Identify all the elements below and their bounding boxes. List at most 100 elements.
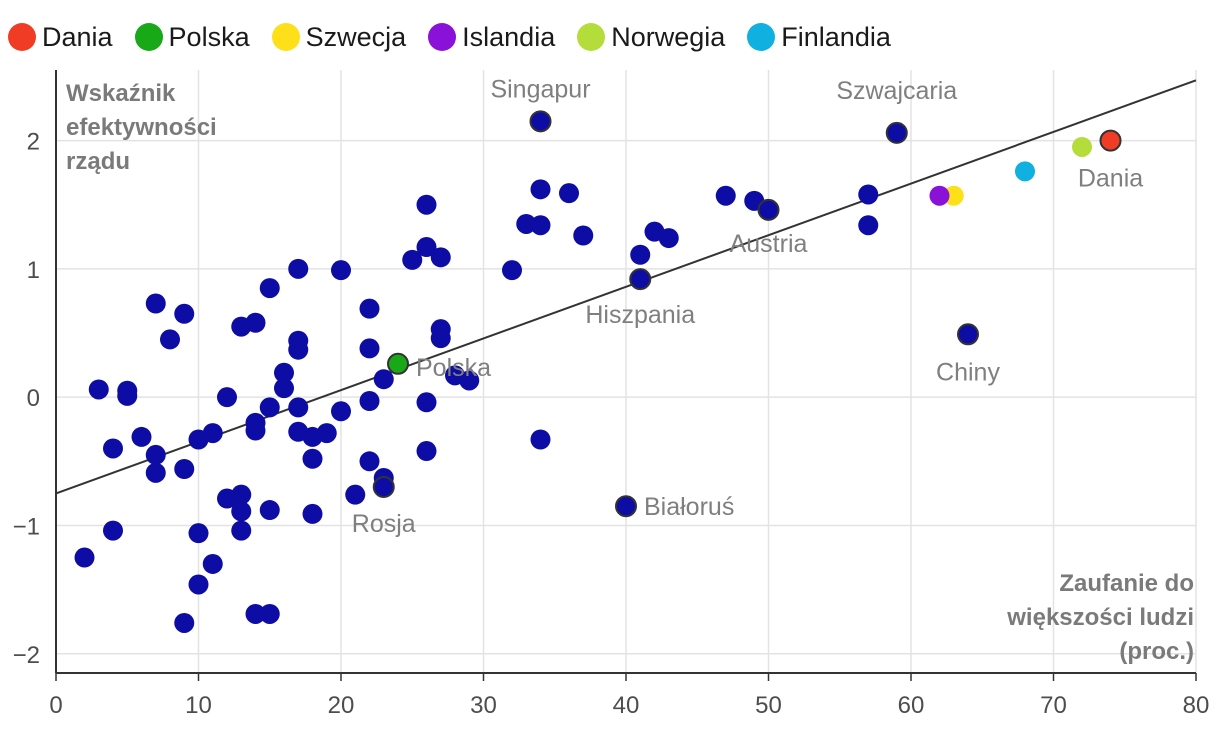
data-point — [858, 215, 879, 236]
data-point — [288, 397, 309, 418]
data-point — [331, 401, 351, 422]
data-point — [658, 228, 679, 249]
y-tick-label: −1 — [13, 513, 40, 540]
data-point — [302, 503, 323, 524]
legend-swatch — [577, 23, 606, 51]
annotated-point-ring — [629, 268, 652, 291]
x-tick-label: 20 — [328, 692, 355, 719]
annotated-point-ring — [529, 110, 552, 133]
data-point — [530, 179, 551, 200]
x-tick-label: 50 — [755, 692, 782, 719]
data-point — [188, 523, 209, 544]
annotated-point-ring — [372, 475, 395, 498]
data-point — [430, 328, 451, 349]
highlight-point-szwecja — [943, 185, 964, 206]
y-tick-label: 0 — [27, 385, 40, 412]
data-point — [373, 369, 394, 390]
data-point — [245, 603, 266, 624]
data-point — [630, 269, 651, 290]
data-point — [858, 184, 879, 205]
data-point — [715, 185, 736, 206]
legend-label: Szwecja — [305, 21, 407, 52]
annotated-point-ring — [615, 495, 637, 518]
data-point — [188, 574, 209, 595]
legend-label: Norwegia — [611, 21, 726, 52]
data-point — [259, 603, 280, 624]
y-tick-label: −2 — [13, 642, 40, 669]
legend-label: Finlandia — [781, 21, 891, 52]
data-point — [359, 451, 380, 472]
data-point — [373, 476, 394, 497]
data-point — [416, 392, 437, 413]
annotation-chiny: Chiny — [936, 358, 1000, 386]
x-tick-label: 30 — [470, 692, 497, 719]
legend-swatch — [747, 23, 776, 51]
data-point — [530, 215, 551, 236]
data-point — [345, 484, 366, 505]
data-point — [259, 278, 280, 299]
grid-lines — [56, 70, 1197, 673]
data-point — [331, 260, 351, 281]
data-point — [274, 362, 294, 383]
data-point — [103, 438, 123, 459]
legend-item: Islandia — [428, 22, 555, 53]
highlight-point-dania — [1099, 129, 1122, 152]
data-point — [160, 329, 180, 350]
x-axis-title: Zaufanie do większości ludzi (proc.) — [1006, 570, 1194, 665]
data-point — [245, 312, 266, 333]
data-point — [958, 324, 978, 345]
annotation-dania: Dania — [1078, 165, 1143, 193]
legend-swatch — [134, 23, 163, 51]
data-point — [559, 183, 579, 204]
annotated-point-ring — [757, 198, 780, 221]
y-axis-title-line: Wskaźnik — [66, 80, 176, 107]
data-point — [103, 520, 123, 541]
x-tick-label: 80 — [1183, 692, 1210, 719]
legend-item: Dania — [8, 22, 113, 53]
legend-item: Szwecja — [271, 21, 407, 53]
legend: Dania Polska Szwecja Islandia Norwegia Finlan… — [8, 18, 913, 56]
data-point — [758, 199, 779, 220]
data-point — [231, 484, 252, 505]
x-tick-label: 70 — [1040, 692, 1067, 719]
axes: 0 10 20 30 40 50 60 70 80 −2 −1 0 1 2 — [13, 70, 1210, 719]
y-tick-label: 2 — [27, 129, 40, 156]
data-point — [359, 391, 380, 412]
annotation-austria: Austria — [730, 230, 808, 258]
legend-swatch — [8, 23, 36, 51]
data-point — [74, 547, 95, 568]
annotation-singapur: Singapur — [490, 75, 590, 103]
legend-item: Finlandia — [747, 22, 891, 53]
data-point — [502, 260, 522, 281]
data-point — [302, 448, 323, 469]
data-point — [288, 258, 309, 279]
x-tick-label: 60 — [898, 692, 925, 719]
data-point — [616, 496, 636, 517]
data-point — [145, 293, 166, 314]
data-point — [530, 111, 551, 132]
data-points — [74, 110, 1122, 633]
data-point — [174, 612, 195, 633]
data-point — [88, 379, 109, 400]
highlight-point-finlandia — [1015, 161, 1035, 182]
x-tick-label: 40 — [613, 692, 640, 719]
highlight-point-norwegia — [1072, 136, 1092, 157]
data-point — [530, 429, 551, 450]
x-axis-title-line: (proc.) — [1119, 638, 1194, 665]
y-axis-title-line: rządu — [66, 148, 130, 175]
data-point — [202, 423, 223, 444]
annotated-point-ring — [885, 121, 908, 144]
data-point — [259, 397, 280, 418]
data-point — [145, 444, 166, 465]
legend-label: Polska — [168, 21, 250, 52]
data-point — [202, 553, 223, 574]
x-tick-label: 10 — [185, 692, 212, 719]
annotations: Singapur Szwajcaria Austria Hiszpania Chiny R… — [352, 75, 1143, 538]
data-point — [231, 501, 252, 522]
x-axis-title-line: Zaufanie do — [1059, 570, 1194, 597]
data-point — [117, 385, 138, 406]
data-point — [573, 225, 594, 246]
data-point — [288, 339, 309, 360]
data-point — [416, 441, 437, 462]
